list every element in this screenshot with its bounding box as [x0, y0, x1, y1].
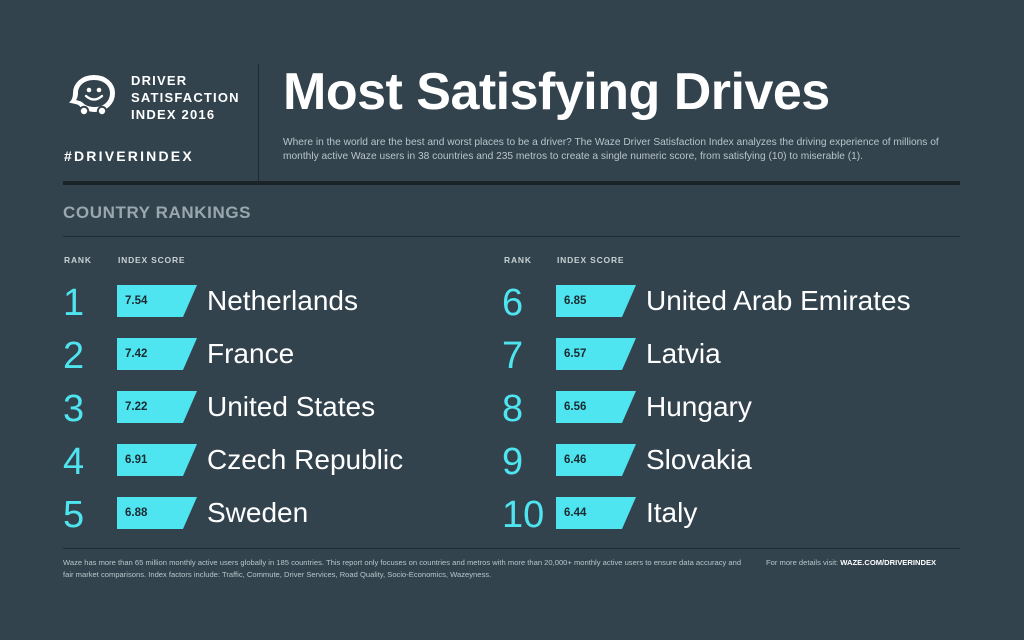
section-title: COUNTRY RANKINGS	[63, 203, 252, 222]
brand-name: DRIVER SATISFACTION INDEX 2016	[131, 72, 240, 123]
brand-line: SATISFACTION	[131, 90, 240, 105]
country-name: France	[207, 338, 295, 369]
index-score: 6.85	[564, 295, 587, 307]
score-badge: 7.42	[117, 338, 197, 370]
index-score: 6.46	[564, 454, 587, 466]
brand-line: INDEX 2016	[131, 107, 216, 122]
rank-number: 1	[63, 282, 85, 324]
country-name: Latvia	[646, 338, 721, 369]
country-name: Slovakia	[646, 444, 752, 475]
hashtag: #DRIVERINDEX	[64, 148, 194, 164]
score-badge: 6.91	[117, 444, 197, 476]
rank-number: 2	[63, 335, 85, 377]
rank-column-header: RANK	[64, 255, 92, 265]
index-score: 6.56	[564, 401, 587, 413]
rank-number: 8	[502, 388, 524, 430]
page-title: Most Satisfying Drives	[283, 63, 830, 121]
footer-link: For more details visit: WAZE.COM/DRIVERI…	[766, 557, 936, 569]
header-divider	[258, 64, 259, 183]
rank-number: 5	[63, 494, 85, 536]
rank-number: 7	[502, 335, 524, 377]
section-rule	[63, 236, 960, 237]
score-column-header: INDEX SCORE	[118, 255, 186, 265]
waze-logo-icon	[69, 72, 119, 117]
score-badge: 6.85	[556, 285, 636, 317]
footer-link-url[interactable]: WAZE.COM/DRIVERINDEX	[840, 558, 937, 567]
footer-rule	[63, 548, 960, 549]
score-column-header: INDEX SCORE	[557, 255, 625, 265]
rank-column-header: RANK	[504, 255, 532, 265]
index-score: 6.88	[125, 507, 148, 519]
score-badge: 6.44	[556, 497, 636, 529]
rank-number: 10	[502, 494, 545, 536]
index-score: 7.42	[125, 348, 148, 360]
score-badge: 7.22	[117, 391, 197, 423]
index-score: 7.54	[125, 295, 148, 307]
country-name: Hungary	[646, 391, 752, 422]
footer-note: Waze has more than 65 million monthly ac…	[63, 558, 742, 579]
country-name: Italy	[646, 497, 698, 528]
score-badge: 6.57	[556, 338, 636, 370]
intro-text: Where in the world are the best and wors…	[283, 137, 939, 162]
index-score: 7.22	[125, 401, 148, 413]
country-name: United States	[207, 391, 376, 422]
index-score: 6.44	[564, 507, 587, 519]
score-badge: 6.56	[556, 391, 636, 423]
index-score: 6.91	[125, 454, 148, 466]
index-score: 6.57	[564, 348, 587, 360]
rank-number: 9	[502, 441, 524, 483]
rank-number: 4	[63, 441, 85, 483]
rank-number: 6	[502, 282, 524, 324]
rank-number: 3	[63, 388, 85, 430]
score-badge: 6.46	[556, 444, 636, 476]
brand-line: DRIVER	[131, 73, 188, 88]
score-badge: 7.54	[117, 285, 197, 317]
country-name: Czech Republic	[207, 444, 404, 475]
score-badge: 6.88	[117, 497, 197, 529]
country-name: Netherlands	[207, 285, 358, 316]
header-rule	[63, 181, 960, 185]
country-name: United Arab Emirates	[646, 285, 911, 316]
footer-link-prefix: For more details visit:	[766, 558, 839, 567]
country-name: Sweden	[207, 497, 309, 528]
